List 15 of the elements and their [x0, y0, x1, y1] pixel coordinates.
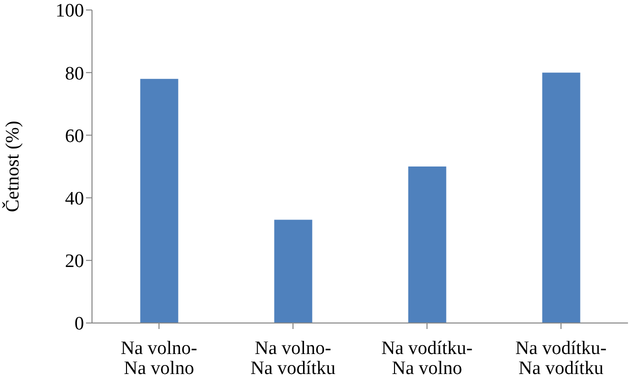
x-tick-label: Na volno- Na vodítku	[250, 338, 336, 380]
y-tick-label: 0	[74, 314, 84, 335]
bar	[274, 220, 312, 323]
y-tick-label: 100	[56, 0, 84, 22]
y-tick-label: 60	[65, 126, 84, 147]
y-tick-label: 80	[65, 63, 84, 84]
y-tick-label: 20	[65, 251, 84, 272]
x-tick-label: Na volno- Na volno	[120, 338, 198, 380]
bar	[408, 166, 446, 323]
y-axis-title: Četnost (%)	[2, 120, 24, 212]
x-tick-label: Na vodítku- Na vodítku	[515, 338, 607, 380]
bar	[140, 78, 178, 323]
bar	[542, 72, 580, 323]
y-tick-label: 40	[65, 188, 84, 210]
x-tick-label: Na vodítku- Na volno	[381, 338, 473, 380]
